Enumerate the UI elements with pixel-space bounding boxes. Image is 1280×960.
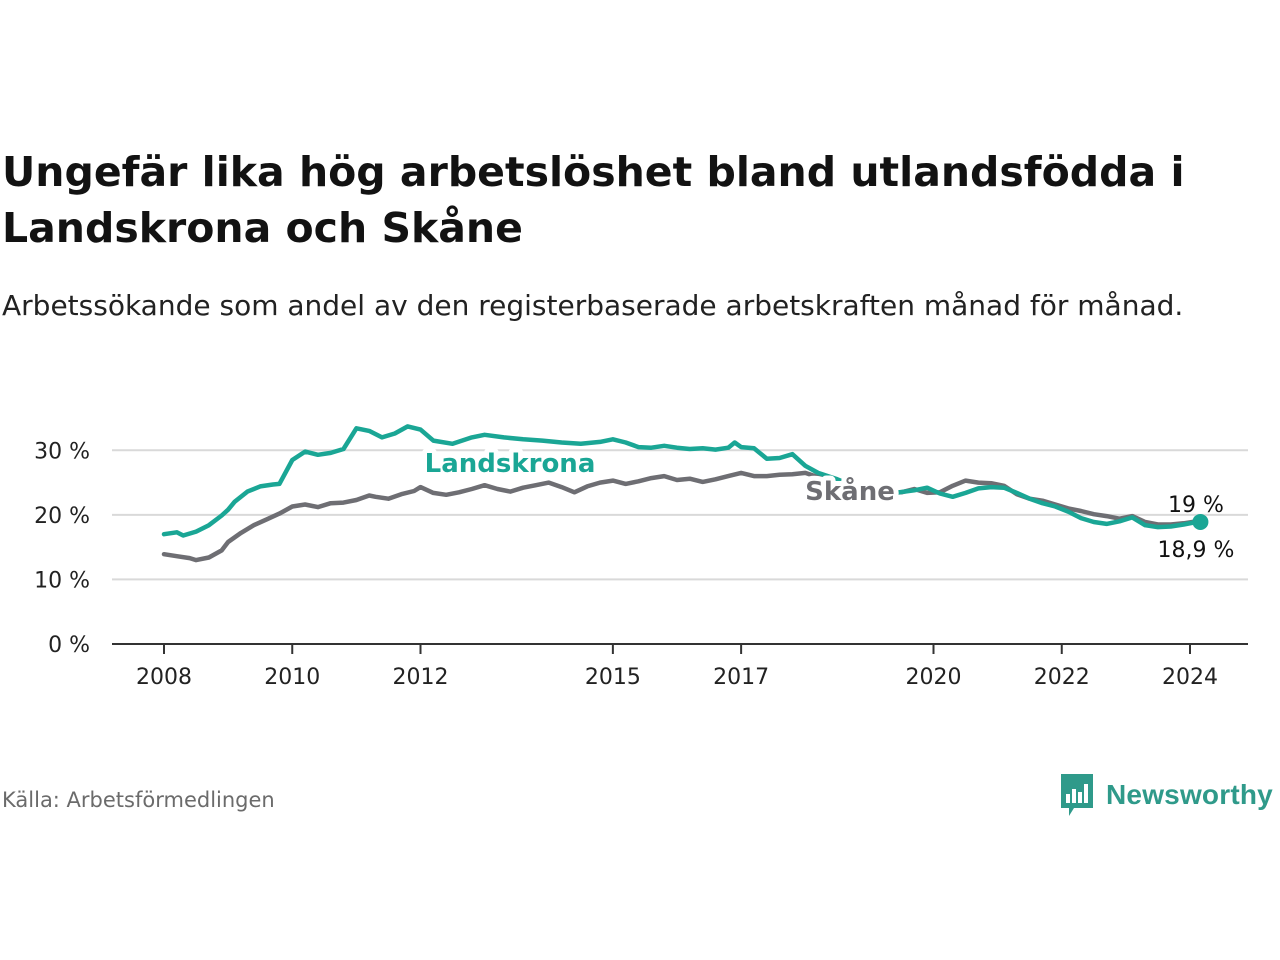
y-tick-label: 20 % — [34, 504, 90, 529]
y-axis-ticks: 0 % 10 % 20 % 30 % — [34, 439, 90, 658]
x-tick-label: 2010 — [264, 665, 320, 690]
series-line-skåne — [161, 470, 1199, 563]
end-value-landskrona: 18,9 % — [1158, 538, 1235, 563]
y-tick-label: 30 % — [34, 439, 90, 464]
x-tick-label: 2020 — [906, 665, 962, 690]
chart-bubble-icon — [1061, 774, 1093, 816]
brand-name: Newsworthy — [1106, 779, 1273, 810]
grid-lines — [112, 449, 1248, 581]
x-axis-ticks: 2008 2010 2012 2015 2017 2020 2022 2024 — [136, 644, 1218, 690]
x-tick-label: 2008 — [136, 665, 192, 690]
y-tick-label: 10 % — [34, 568, 90, 593]
chart-subtitle: Arbetssökande som andel av den registerb… — [2, 289, 1184, 322]
chart-title: Ungefär lika hög arbetslöshet bland utla… — [2, 148, 1185, 252]
line-chart: 0 % 10 % 20 % 30 % 2008 2010 2012 2015 2017 2020… — [34, 424, 1248, 690]
x-tick-label: 2017 — [713, 665, 769, 690]
x-tick-label: 2012 — [393, 665, 449, 690]
end-value-skane: 19 % — [1168, 493, 1224, 518]
source-note: Källa: Arbetsförmedlingen — [2, 788, 275, 812]
series-line-landskrona — [161, 424, 1199, 538]
brand-logo: Newsworthy — [1058, 772, 1273, 818]
end-point-marker — [1192, 513, 1209, 530]
x-tick-label: 2015 — [585, 665, 641, 690]
series-label-landskrona: Landskrona — [425, 449, 596, 479]
series-label-skane: Skåne — [805, 475, 895, 507]
series-label-landskrona-halo: Landskrona — [425, 449, 596, 479]
y-tick-label: 0 % — [48, 633, 90, 658]
series-label-skane-halo: Skåne — [805, 475, 895, 507]
x-tick-label: 2024 — [1162, 665, 1218, 690]
series-lines — [161, 424, 1199, 563]
x-tick-label: 2022 — [1034, 665, 1090, 690]
